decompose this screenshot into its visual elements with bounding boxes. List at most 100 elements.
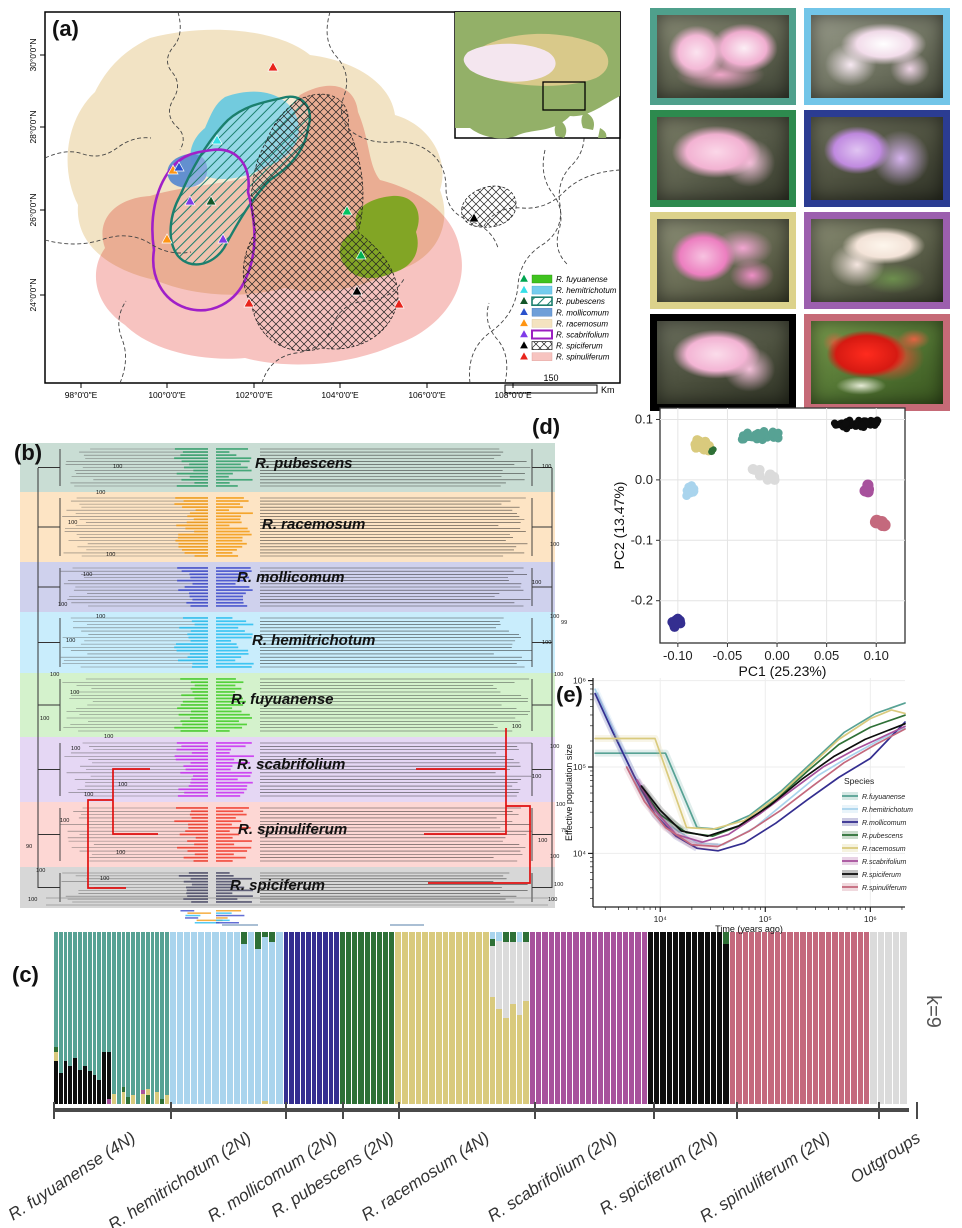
admixture-bar xyxy=(422,932,429,1104)
admixture-bar xyxy=(806,932,812,1104)
admixture-bar xyxy=(561,932,567,1104)
admixture-group xyxy=(529,932,647,1104)
admixture-group xyxy=(339,932,395,1104)
admixture-bar xyxy=(691,932,698,1104)
admixture-bar xyxy=(509,932,516,1104)
admixture-bar xyxy=(838,932,844,1104)
pca-y-axis-label: PC2 (13.47%) xyxy=(611,482,627,570)
photo-image xyxy=(657,219,789,302)
demography-legend-label: R.scabrifolium xyxy=(862,859,907,866)
admixture-bar xyxy=(844,932,851,1104)
occurrence-marker xyxy=(184,195,196,206)
admixture-bar xyxy=(647,932,654,1104)
admixture-bar xyxy=(857,932,864,1104)
occurrence-marker xyxy=(518,273,530,283)
legend-label: R. fuyuanense xyxy=(556,275,608,284)
species-photo-8 xyxy=(804,314,950,411)
admixture-bar xyxy=(736,932,742,1104)
pca-point xyxy=(862,483,875,495)
legend-label: R. spinuliferum xyxy=(556,353,610,362)
admixture-bar xyxy=(92,932,97,1104)
bootstrap-value: 100 xyxy=(113,464,122,470)
admixture-bar xyxy=(729,932,736,1104)
demography-line xyxy=(594,702,906,831)
demography-line xyxy=(636,725,906,844)
demography-legend-title: Species xyxy=(844,776,874,786)
bootstrap-value: 100 xyxy=(70,690,79,696)
admixture-bar xyxy=(102,932,107,1104)
admixture-bar xyxy=(402,932,408,1104)
admixture-bar xyxy=(370,932,376,1104)
occurrence-marker xyxy=(468,212,480,223)
bootstrap-value: 100 xyxy=(118,782,127,788)
admixture-bar xyxy=(449,932,456,1104)
admixture-bar xyxy=(165,932,169,1104)
bootstrap-value: 100 xyxy=(550,854,559,860)
admixture-bar xyxy=(408,932,415,1104)
panel-e-label: (e) xyxy=(556,682,583,707)
admixture-bar xyxy=(323,932,328,1104)
occurrence-marker xyxy=(341,205,353,216)
legend-swatch xyxy=(531,308,553,317)
admixture-bar xyxy=(87,932,92,1104)
phylogenetic-tree: R. pubescens R. racemosum R. mollicomum R. … xyxy=(20,443,567,926)
species-photo-2 xyxy=(804,8,950,105)
tree-band xyxy=(20,492,555,562)
admixture-bar xyxy=(140,932,145,1104)
bootstrap-value: 100 xyxy=(550,614,559,620)
bootstrap-value: 100 xyxy=(548,897,557,903)
bootstrap-value: 100 xyxy=(116,850,125,856)
admixture-bar xyxy=(641,932,647,1104)
distribution-map: 150 Km 98°0'0"E 100°0'0"E 102°0'0"E 104°0'0… xyxy=(28,11,621,400)
species-photo-6 xyxy=(804,212,950,309)
bootstrap-value: 100 xyxy=(542,464,551,470)
occurrence-marker xyxy=(518,328,530,338)
photo-image xyxy=(657,117,789,200)
map-x-tick: 102°0'0"E xyxy=(235,390,273,400)
species-photo-3 xyxy=(650,110,796,207)
admixture-bar xyxy=(456,932,462,1104)
admixture-bar xyxy=(623,932,629,1104)
pca-y-tick: -0.2 xyxy=(631,593,653,608)
pca-point xyxy=(747,464,758,475)
occurrence-marker xyxy=(518,317,530,327)
pca-x-tick: 0.00 xyxy=(764,648,789,663)
admixture-bar xyxy=(63,932,68,1104)
tree-band xyxy=(20,612,555,673)
admixture-bar xyxy=(352,932,358,1104)
admixture-bar xyxy=(793,932,800,1104)
bootstrap-value: 100 xyxy=(542,640,551,646)
tree-species-label: R. mollicomum xyxy=(237,569,345,586)
admixture-bar xyxy=(97,932,102,1104)
legend-label: R. scabrifolium xyxy=(556,331,609,340)
admixture-group xyxy=(54,932,169,1104)
pca-point xyxy=(765,469,776,480)
admixture-group xyxy=(283,932,339,1104)
admixture-bar xyxy=(462,932,469,1104)
photo-image xyxy=(811,219,943,302)
occurrence-marker xyxy=(211,134,223,145)
map-x-tick: 108°0'0"E xyxy=(494,390,532,400)
admixture-bar xyxy=(294,932,300,1104)
bootstrap-value: 100 xyxy=(40,716,49,722)
admixture-bar xyxy=(832,932,838,1104)
pca-point xyxy=(668,619,679,630)
admixture-bar xyxy=(226,932,233,1104)
bootstrap-value: 100 xyxy=(532,580,541,586)
bootstrap-value: 90 xyxy=(26,844,32,850)
occurrence-marker xyxy=(161,233,173,244)
pca-x-tick: -0.05 xyxy=(713,648,743,663)
admixture-bar xyxy=(660,932,666,1104)
admixture-bar xyxy=(317,932,323,1104)
legend-swatch xyxy=(531,274,553,284)
map-y-tick: 28°0'0"N xyxy=(28,110,38,143)
occurrence-marker xyxy=(355,249,367,260)
admixture-group xyxy=(870,932,907,1104)
species-photo-5 xyxy=(650,212,796,309)
admixture-bar xyxy=(184,932,191,1104)
admixture-bar xyxy=(635,932,641,1104)
demographic-history-plot: 10⁴ 10⁴ 10⁵ 10⁵ 10⁶ 10⁶ Time (years ago) Effect… xyxy=(564,676,913,934)
occurrence-marker xyxy=(518,350,530,361)
svg-text:Km: Km xyxy=(601,385,615,395)
admixture-bar xyxy=(150,932,155,1104)
